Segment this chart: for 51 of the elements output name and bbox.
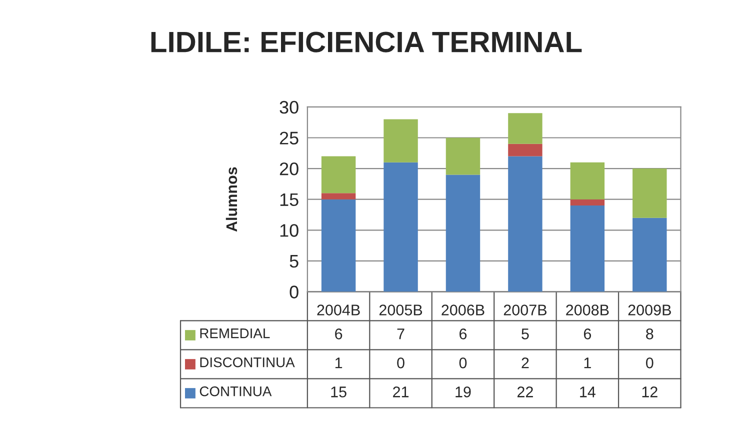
data-label: 5: [522, 328, 529, 340]
data-label: 2: [522, 358, 529, 368]
data-label: 1: [584, 358, 591, 368]
bar: [508, 113, 542, 144]
data-label: 6: [335, 328, 342, 340]
data-label: 6: [460, 328, 467, 340]
data-label: 6: [584, 328, 592, 340]
bar: [632, 218, 667, 292]
bar: [508, 144, 542, 156]
bar: [446, 174, 480, 292]
data-label: 22: [517, 386, 533, 398]
y-tick-label: 20: [280, 162, 298, 176]
data-label: 1: [335, 358, 342, 368]
x-tick-label: 2008B: [566, 304, 609, 316]
y-tick-label: 10: [280, 224, 298, 237]
x-tick-label: 2007B: [504, 304, 546, 316]
y-tick-label: 25: [280, 132, 298, 144]
legend-label: REMEDIAL: [200, 328, 270, 338]
data-label: 21: [393, 386, 409, 398]
y-tick-label: 5: [290, 255, 298, 268]
x-tick-label: 2004B: [317, 304, 360, 316]
bar: [508, 156, 542, 292]
data-label: 7: [397, 328, 404, 340]
data-label: 12: [642, 386, 658, 398]
bar: [570, 199, 605, 206]
data-label: 14: [580, 386, 596, 398]
y-axis-title: Alumnos: [226, 167, 238, 232]
bar: [384, 119, 418, 162]
y-tick-label: 0: [290, 286, 298, 298]
chart-title: LIDILE: EFICIENCIA TERMINAL: [151, 32, 582, 52]
y-tick-label: 30: [280, 100, 298, 114]
data-label: 0: [397, 358, 404, 368]
data-label: 0: [646, 358, 654, 368]
x-tick-label: 2009B: [628, 304, 671, 316]
legend-label: DISCONTINUA: [200, 357, 295, 368]
bar: [632, 168, 667, 218]
y-tick-label: 15: [280, 193, 298, 206]
data-label: 19: [456, 386, 471, 398]
x-tick-label: 2006B: [442, 304, 484, 316]
bar: [446, 138, 480, 175]
bar: [570, 206, 605, 292]
legend-label: CONTINUA: [200, 386, 272, 396]
bar: [321, 156, 356, 194]
bar: [321, 193, 356, 200]
bar: [570, 162, 605, 200]
x-tick-label: 2005B: [379, 304, 422, 316]
data-label: 0: [459, 358, 467, 368]
bar: [384, 162, 418, 292]
data-label: 15: [331, 386, 346, 398]
data-label: 8: [646, 328, 654, 340]
bar: [321, 199, 356, 292]
